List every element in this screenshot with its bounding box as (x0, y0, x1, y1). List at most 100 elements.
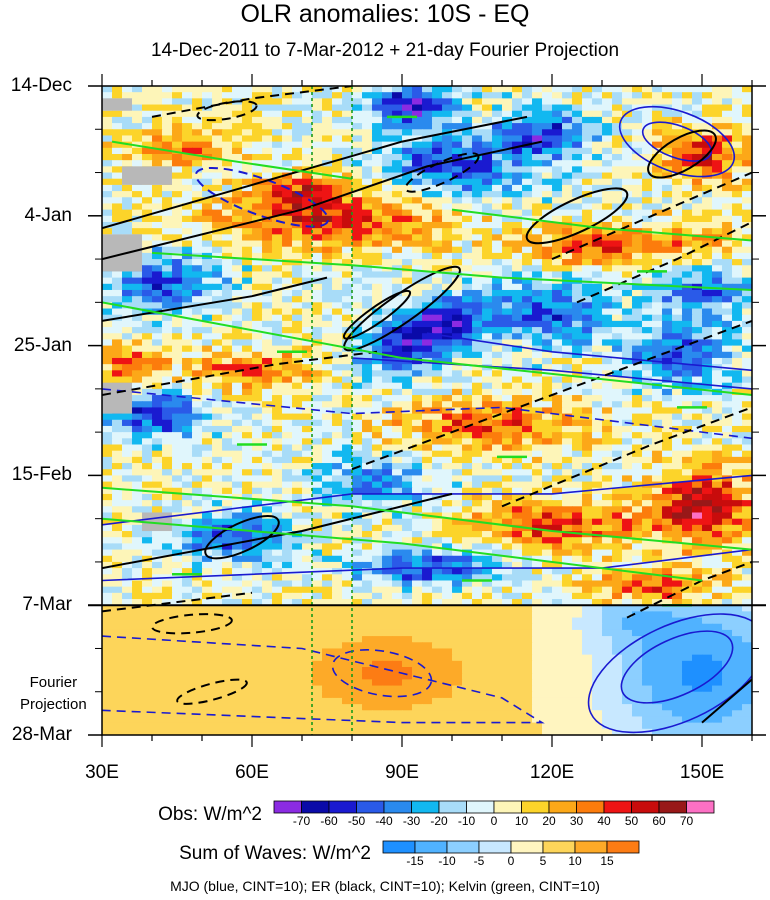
obs-cell (602, 265, 613, 273)
obs-cell (692, 469, 703, 476)
obs-cell (242, 506, 253, 514)
obs-cell (232, 364, 243, 371)
obs-cell (182, 438, 193, 446)
obs-cell (252, 357, 263, 365)
obs-cell (332, 345, 343, 353)
obs-cell (412, 370, 423, 378)
obs-cell (452, 456, 463, 464)
obs-cell (402, 413, 413, 421)
obs-cell (102, 487, 113, 495)
obs-cell (132, 463, 143, 470)
obs-cell (332, 184, 343, 192)
obs-cell (242, 221, 253, 229)
obs-cell (542, 221, 553, 229)
obs-cell (602, 153, 613, 161)
obs-cell (112, 129, 123, 137)
obs-cell (242, 357, 253, 365)
obs-cell (112, 296, 123, 303)
obs-cell (442, 432, 453, 439)
obs-cell (582, 463, 593, 470)
obs-cell (192, 129, 203, 137)
obs-cell (732, 104, 743, 112)
obs-cell (512, 246, 523, 254)
obs-cell (102, 376, 113, 384)
obs-cell (352, 86, 363, 93)
obs-cell (682, 364, 693, 371)
obs-cell (592, 86, 603, 93)
obs-cell (442, 401, 453, 409)
obs-cell (532, 469, 543, 476)
obs-cell (622, 382, 633, 390)
obs-cell (532, 395, 543, 402)
obs-cell (302, 234, 313, 242)
obs-cell (512, 376, 523, 384)
obs-cell (742, 246, 752, 254)
obs-cell (232, 500, 243, 507)
obs-cell (722, 271, 733, 279)
obs-cell (212, 388, 223, 396)
obs-cell (132, 147, 143, 155)
obs-cell (392, 271, 403, 279)
obs-cell (132, 555, 143, 563)
obs-cell (492, 327, 503, 334)
obs-cell (542, 518, 553, 526)
obs-cell (732, 376, 743, 384)
obs-cell (202, 98, 213, 106)
obs-cell (332, 512, 343, 520)
obs-cell (192, 320, 203, 328)
obs-cell (362, 160, 373, 167)
obs-cell (362, 178, 373, 186)
obs-cell (122, 283, 133, 291)
obs-cell (732, 407, 743, 415)
obs-cell (422, 320, 433, 328)
obs-cell (502, 469, 513, 476)
obs-cell (332, 395, 343, 402)
obs-cell (552, 388, 563, 396)
obs-cell (372, 475, 383, 483)
obs-cell (492, 104, 503, 112)
obs-cell (602, 320, 613, 328)
obs-cell (552, 339, 563, 347)
obs-cell (602, 432, 613, 439)
obs-cell (202, 351, 213, 359)
obs-cell (432, 228, 443, 235)
obs-cell (392, 500, 403, 507)
obs-cell (112, 203, 123, 211)
obs-cell (532, 110, 543, 118)
obs-cell (172, 524, 183, 532)
obs-cell (692, 345, 703, 353)
obs-cell (482, 419, 493, 427)
obs-cell (472, 469, 483, 476)
obs-cell (102, 228, 113, 235)
obs-cell (692, 135, 703, 143)
obs-cell (422, 259, 433, 266)
obs-cell (222, 463, 233, 470)
obs-cell (732, 456, 743, 464)
obs-cell (642, 351, 653, 359)
obs-cell (192, 432, 203, 439)
obs-cell (622, 240, 633, 248)
obs-cell (742, 197, 752, 205)
obs-cell (612, 333, 623, 341)
obs-cell (622, 469, 633, 476)
obs-cell (222, 302, 233, 310)
obs-cell (312, 129, 323, 137)
obs-cell (722, 172, 733, 180)
obs-cell (552, 493, 563, 501)
obs-cell (462, 110, 473, 118)
obs-cell (302, 481, 313, 489)
obs-cell (582, 339, 593, 347)
obs-cell (242, 388, 253, 396)
obs-cell (612, 302, 623, 310)
obs-cell (582, 537, 593, 544)
obs-cell (422, 104, 433, 112)
obs-cell (222, 469, 233, 476)
obs-cell (422, 277, 433, 285)
obs-cell (132, 221, 143, 229)
obs-cell (242, 172, 253, 180)
obs-cell (732, 135, 743, 143)
obs-cell (182, 141, 193, 149)
obs-cell (402, 197, 413, 205)
obs-cell (412, 265, 423, 273)
obs-cell (452, 296, 463, 303)
